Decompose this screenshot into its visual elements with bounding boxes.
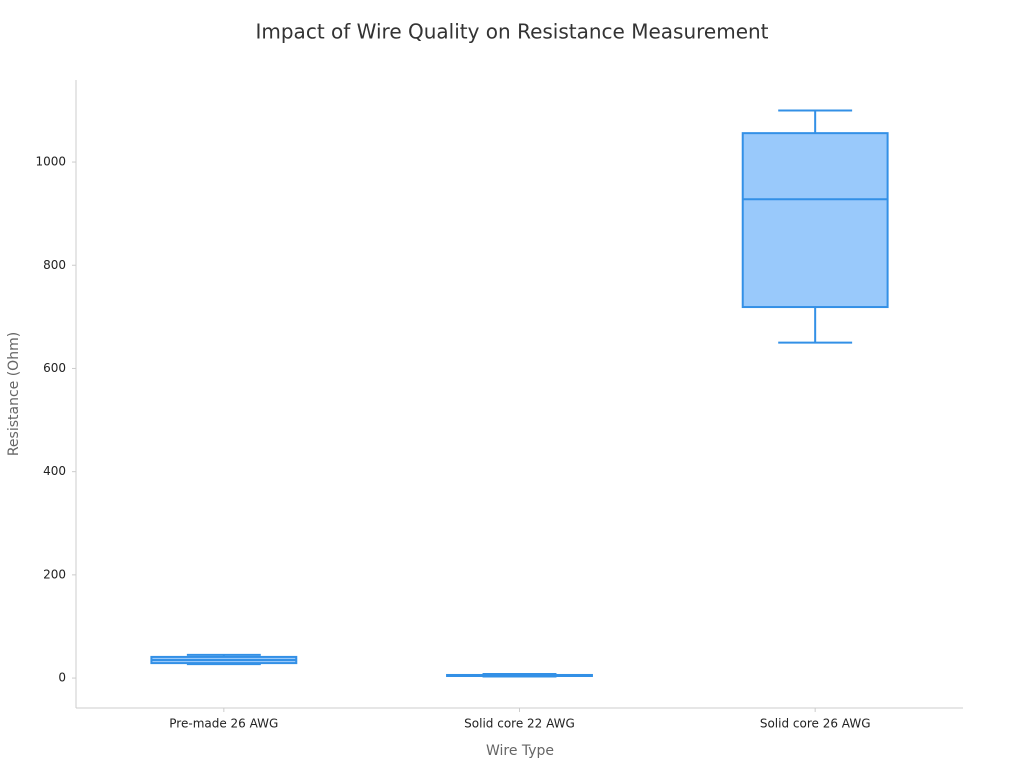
box bbox=[741, 132, 889, 309]
y-tick-label: 1000 bbox=[35, 155, 66, 169]
y-tick-label: 0 bbox=[58, 671, 66, 685]
y-tick-label: 400 bbox=[43, 464, 66, 478]
y-tick-label: 200 bbox=[43, 567, 66, 581]
y-tick-label: 600 bbox=[43, 361, 66, 375]
x-tick-label: Pre-made 26 AWG bbox=[169, 717, 278, 731]
x-tick-label: Solid core 22 AWG bbox=[464, 717, 575, 731]
y-axis-title: Resistance (Ohm) bbox=[6, 332, 22, 456]
chart-title: Impact of Wire Quality on Resistance Mea… bbox=[255, 20, 768, 44]
x-tick-label: Solid core 26 AWG bbox=[760, 717, 871, 731]
x-axis-title: Wire Type bbox=[486, 743, 554, 759]
y-tick-label: 800 bbox=[43, 258, 66, 272]
